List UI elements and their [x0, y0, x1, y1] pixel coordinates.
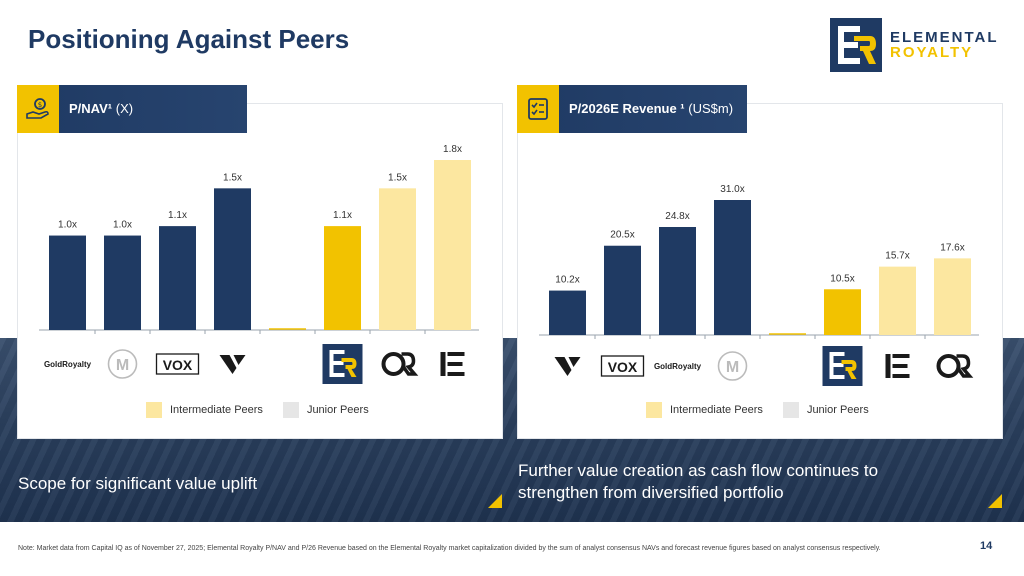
- bar-vox: [159, 226, 196, 330]
- or-logo: [381, 352, 406, 376]
- vox-logo: [155, 353, 200, 375]
- legend-intermediate: Intermediate Peers: [146, 402, 263, 418]
- metalla-logo-text: M: [726, 359, 739, 376]
- bar-metalla: [714, 200, 751, 335]
- data-label: 15.7x: [885, 251, 909, 262]
- tf-logo-bar2: [892, 364, 908, 368]
- bar-goldroyalty: [659, 227, 696, 335]
- tf-logo: [885, 354, 891, 378]
- pnav-title: P/NAV¹ (X): [69, 101, 134, 116]
- v-logo: [554, 357, 581, 376]
- bar-osisko-royalties: [379, 188, 416, 330]
- metalla-logo: [717, 351, 748, 381]
- bar-metalla: [104, 235, 141, 330]
- vox-logo: [600, 355, 645, 377]
- tf-logo-bar2: [447, 362, 463, 366]
- legend-junior: Junior Peers: [282, 402, 369, 418]
- pnav-panel-header: $ P/NAV¹ (X): [17, 85, 247, 133]
- bar-vox: [604, 245, 641, 335]
- bar-triple-flag: [434, 160, 471, 330]
- bar-vox-royalty: [549, 290, 586, 335]
- data-label: 10.2x: [555, 275, 579, 286]
- vox-logo-text: VOX: [608, 359, 638, 375]
- bar-elemental-royalty: [324, 226, 361, 330]
- metalla-logo-text: M: [116, 357, 129, 374]
- legend-intermediate: Intermediate Peers: [646, 402, 763, 418]
- footnote: Note: Market data from Capital IQ as of …: [18, 545, 881, 552]
- legend-junior: Junior Peers: [782, 402, 869, 418]
- revenue-panel: [517, 103, 1003, 439]
- bar-triple-flag: [879, 266, 916, 335]
- goldroyalty-logo: GoldRoyalty: [44, 360, 92, 369]
- vox-logo-text: VOX: [163, 357, 193, 373]
- data-label: 1.1x: [168, 210, 187, 221]
- data-label: 1.8x: [443, 144, 462, 155]
- pnav-panel: [17, 103, 503, 439]
- or-logo-r: [956, 354, 974, 378]
- tf-logo-bar1: [892, 354, 910, 358]
- page-title: Positioning Against Peers: [28, 24, 350, 54]
- caption-right: Further value creation as cash flow cont…: [518, 461, 879, 502]
- logo-wordmark: ELEMENTAL ROYALTY: [890, 29, 999, 61]
- goldroyalty-logo: GoldRoyalty: [654, 362, 702, 371]
- corner-triangle-icon: [988, 494, 1002, 508]
- revenue-panel-header: P/2026E Revenue ¹ (US$m): [517, 85, 747, 133]
- tf-logo-bar3: [447, 372, 465, 376]
- or-logo: [936, 354, 961, 378]
- v-logo: [219, 355, 246, 374]
- bar-osisko-royalties: [934, 258, 971, 335]
- data-label: 17.6x: [940, 242, 964, 253]
- company-logo: ELEMENTAL ROYALTY: [830, 18, 1000, 74]
- revenue-legend: Intermediate Peers Junior Peers: [646, 402, 889, 418]
- data-label: 1.5x: [388, 172, 407, 183]
- data-label: 1.0x: [113, 220, 132, 231]
- tf-logo-bar1: [447, 352, 465, 356]
- svg-text:$: $: [38, 101, 42, 109]
- tf-logo-bar3: [892, 374, 910, 378]
- er-logo-e: [829, 352, 845, 379]
- caption-left: Scope for significant value uplift: [18, 474, 258, 493]
- er-logo-r: [341, 358, 357, 377]
- corner-triangle-icon: [488, 494, 502, 508]
- money-hand-icon: $: [17, 85, 59, 133]
- or-logo-r: [401, 352, 419, 376]
- checklist-icon: [517, 85, 559, 133]
- data-label: 20.5x: [610, 230, 634, 241]
- bar-elemental-royalty: [824, 289, 861, 335]
- bar-vox-royalty: [214, 188, 251, 330]
- metalla-logo: [107, 349, 138, 379]
- data-label: 24.8x: [665, 211, 689, 222]
- er-logo-e: [329, 350, 345, 377]
- data-label: 1.0x: [58, 220, 77, 231]
- page-number: 14: [980, 540, 993, 552]
- bar-goldroyalty: [49, 235, 86, 330]
- data-label: 31.0x: [720, 184, 744, 195]
- er-logo-icon: [830, 18, 882, 72]
- data-label: 10.5x: [830, 273, 854, 284]
- er-logo-r: [841, 360, 857, 379]
- data-label: 1.5x: [223, 172, 242, 183]
- pnav-legend: Intermediate Peers Junior Peers: [146, 402, 389, 418]
- revenue-title: P/2026E Revenue ¹ (US$m): [569, 101, 734, 116]
- data-label: 1.1x: [333, 210, 352, 221]
- tf-logo: [440, 352, 446, 376]
